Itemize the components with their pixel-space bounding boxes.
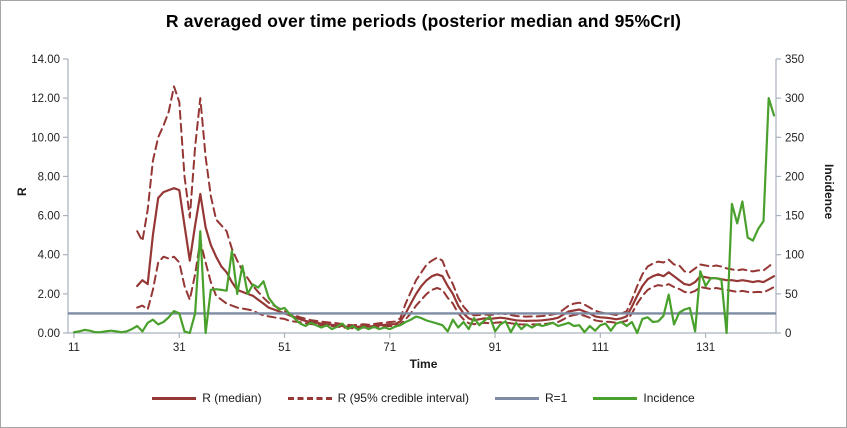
legend-label: R (median) xyxy=(202,391,262,405)
x-axis-title: Time xyxy=(409,357,438,371)
svg-text:250: 250 xyxy=(785,132,804,144)
svg-text:0.00: 0.00 xyxy=(38,328,60,340)
svg-text:350: 350 xyxy=(785,54,804,66)
credible-interval-line-swatch xyxy=(287,396,332,400)
r-equals-1-line-swatch xyxy=(495,396,539,400)
legend-item-r-median: R (median) xyxy=(152,391,262,405)
svg-text:51: 51 xyxy=(278,342,291,354)
svg-text:111: 111 xyxy=(592,342,609,354)
chart-title: R averaged over time periods (posterior … xyxy=(165,11,682,31)
svg-text:11: 11 xyxy=(68,342,80,354)
svg-text:8.00: 8.00 xyxy=(38,171,60,183)
svg-text:91: 91 xyxy=(489,342,502,354)
svg-text:131: 131 xyxy=(696,342,715,354)
legend-label: R=1 xyxy=(545,391,568,405)
svg-text:14.00: 14.00 xyxy=(31,54,60,66)
legend-label: Incidence xyxy=(643,391,695,405)
svg-text:2.00: 2.00 xyxy=(38,289,60,301)
svg-text:10.00: 10.00 xyxy=(31,132,60,144)
svg-text:31: 31 xyxy=(173,342,186,354)
legend-label: R (95% credible interval) xyxy=(337,391,469,405)
svg-text:0: 0 xyxy=(785,328,791,340)
svg-text:200: 200 xyxy=(785,171,804,183)
svg-text:100: 100 xyxy=(785,250,804,262)
legend-item-incidence: Incidence xyxy=(593,391,695,405)
svg-text:12.00: 12.00 xyxy=(31,93,60,105)
svg-text:4.00: 4.00 xyxy=(38,250,60,262)
median-line-swatch xyxy=(152,396,197,400)
svg-text:6.00: 6.00 xyxy=(38,211,60,223)
right-axis-title: Incidence xyxy=(822,164,836,220)
legend-item-credible-interval: R (95% credible interval) xyxy=(287,391,469,405)
legend-item-r-equals-1: R=1 xyxy=(495,391,567,405)
svg-text:150: 150 xyxy=(785,211,804,223)
incidence-line-swatch xyxy=(593,396,638,400)
svg-text:71: 71 xyxy=(383,342,396,354)
svg-text:50: 50 xyxy=(785,289,798,301)
svg-text:300: 300 xyxy=(785,93,804,105)
legend: R (median) R (95% credible interval) R=1… xyxy=(1,391,846,405)
